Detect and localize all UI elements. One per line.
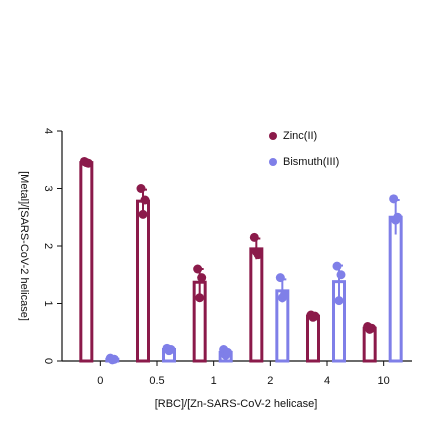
legend-marker bbox=[269, 132, 277, 140]
data-point bbox=[223, 347, 233, 357]
bar bbox=[79, 161, 94, 363]
bar bbox=[306, 314, 320, 363]
y-tick-label: 1 bbox=[42, 300, 54, 306]
y-axis-label: [Metal]/[SARS-CoV-2 helicase] bbox=[18, 171, 30, 321]
data-point bbox=[166, 345, 176, 354]
x-axis-label: [RBC]/[Zn-SARS-CoV-2 helicase] bbox=[155, 398, 318, 410]
bar bbox=[388, 215, 403, 363]
data-point bbox=[83, 158, 93, 168]
x-tick-label: 4 bbox=[324, 375, 330, 387]
data-point bbox=[332, 261, 342, 271]
x-tick-label: 10 bbox=[378, 375, 390, 387]
data-point bbox=[393, 212, 403, 222]
x-tick-label: 2 bbox=[267, 375, 273, 387]
legend-label: Bismuth(III) bbox=[283, 156, 339, 168]
data-point bbox=[253, 250, 263, 260]
x-tick-label: 0 bbox=[97, 375, 103, 387]
x-tick-label: 0.5 bbox=[149, 375, 164, 387]
data-point bbox=[334, 296, 344, 306]
y-tick-label: 3 bbox=[42, 185, 54, 191]
y-tick-label: 2 bbox=[42, 243, 54, 249]
y-tick-label: 0 bbox=[42, 358, 54, 364]
data-point bbox=[310, 311, 320, 321]
data-point bbox=[138, 209, 148, 219]
bar bbox=[136, 199, 150, 363]
data-point bbox=[367, 323, 377, 333]
data-point bbox=[197, 273, 207, 283]
y-tick-label: 4 bbox=[42, 128, 54, 134]
data-point bbox=[249, 232, 259, 242]
data-point bbox=[140, 195, 150, 205]
data-point bbox=[195, 293, 205, 303]
legend-marker bbox=[269, 158, 277, 166]
data-point bbox=[389, 194, 399, 204]
data-point bbox=[336, 270, 346, 280]
bar bbox=[249, 247, 264, 363]
data-point bbox=[275, 273, 285, 283]
legend-label: Zinc(II) bbox=[283, 130, 317, 142]
data-point bbox=[109, 354, 119, 364]
data-point bbox=[279, 290, 289, 300]
data-point bbox=[193, 264, 203, 274]
x-tick-label: 1 bbox=[211, 375, 217, 387]
data-point bbox=[136, 184, 146, 193]
